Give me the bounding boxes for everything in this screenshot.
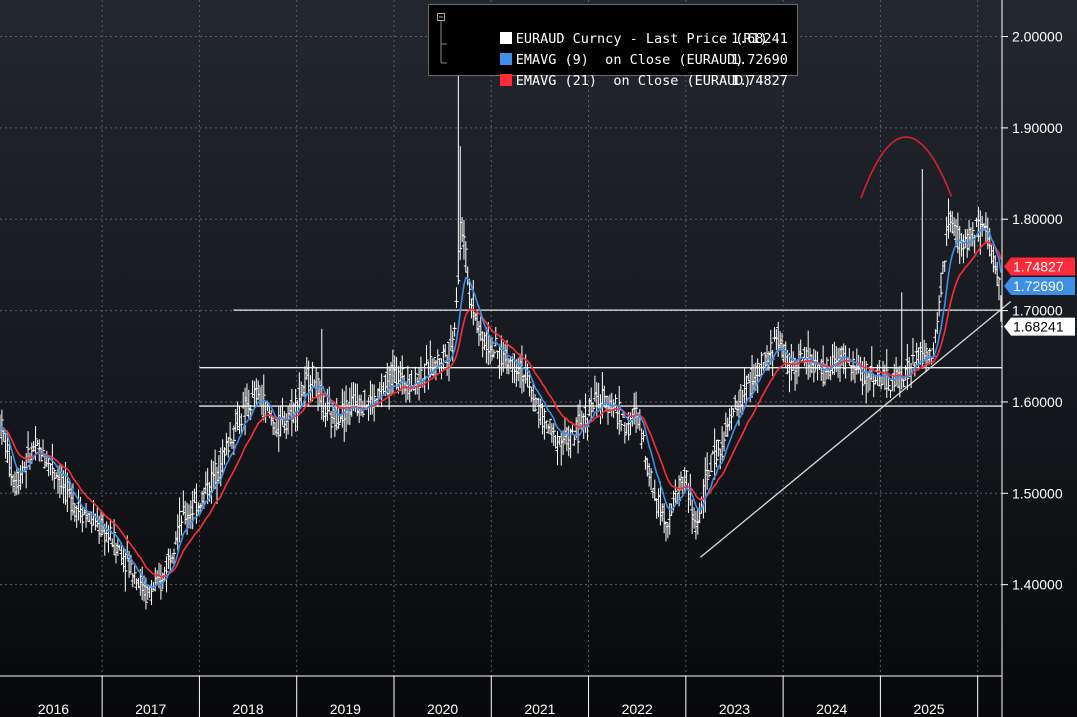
price-tag: 1.68241 (1004, 317, 1075, 336)
legend-label: EMAVG (21) on Close (EURAUD) (515, 73, 752, 89)
price-tag: 1.72690 (1004, 277, 1075, 296)
price-tag-label: 1.68241 (1013, 319, 1064, 335)
year-label: 2022 (622, 701, 653, 717)
legend-item-ema9[interactable]: EMAVG (9) on Close (EURAUD) 1.72690 (451, 30, 788, 68)
year-label: 2024 (816, 701, 847, 717)
legend-item-last-price[interactable]: EURAUD Curncy - Last Price (R1) 1.68241 (451, 9, 788, 47)
y-tick-label: 1.90000 (1012, 120, 1063, 136)
year-label: 2016 (38, 701, 69, 717)
year-label: 2017 (135, 701, 166, 717)
top-arc (860, 136, 953, 199)
y-tick-label: 1.60000 (1012, 394, 1063, 410)
price-axis: 2.00000 1.90000 1.80000 1.70000 1.60000 1.500… (1001, 0, 1063, 717)
price-bars (0, 54, 1003, 610)
time-axis: 2016 2017 2018 2019 2020 2021 2022 2023 2024 2025 (0, 675, 1002, 717)
blue-swatch-icon (499, 53, 512, 65)
year-label: 2018 (232, 701, 263, 717)
legend-item-ema21[interactable]: EMAVG (21) on Close (EURAUD) 1.74827 (451, 51, 788, 89)
y-tick-label: 1.40000 (1012, 577, 1063, 593)
last-price-tags: 1.74827 1.72690 1.68241 (1004, 257, 1075, 336)
trend-line (700, 300, 1012, 558)
ema21-line (0, 241, 1002, 578)
price-tag-label: 1.74827 (1013, 258, 1064, 274)
price-tag: 1.74827 (1004, 257, 1075, 276)
y-tick-label: 2.00000 (1012, 29, 1063, 45)
ema9-line (0, 227, 1002, 589)
y-tick-label: 1.50000 (1012, 485, 1063, 501)
price-tag-label: 1.72690 (1013, 278, 1064, 294)
year-label: 2020 (427, 701, 458, 717)
legend-value: 1.72690 (731, 52, 788, 68)
series-layer (0, 54, 1003, 610)
year-label: 2025 (913, 701, 944, 717)
price-tag-bg (1004, 317, 1075, 336)
year-label: 2021 (524, 701, 555, 717)
price-tag-bg (1004, 277, 1075, 296)
legend-value: 1.68241 (731, 31, 788, 47)
annotations-layer (199, 136, 1012, 558)
red-swatch-icon (499, 74, 512, 86)
y-tick-label: 1.80000 (1012, 211, 1063, 227)
white-swatch-icon (499, 32, 512, 44)
legend-tree-icon[interactable] (437, 13, 447, 69)
y-tick-label: 1.70000 (1012, 303, 1063, 319)
legend-value: 1.74827 (731, 73, 788, 89)
price-tag-bg (1004, 257, 1075, 276)
year-label: 2023 (719, 701, 750, 717)
legend-label: EMAVG (9) on Close (EURAUD) (515, 52, 744, 68)
year-label: 2019 (330, 701, 361, 717)
legend-label: EURAUD Curncy - Last Price (R1) (515, 31, 768, 47)
chart-legend[interactable]: EURAUD Curncy - Last Price (R1) 1.68241 E… (428, 4, 798, 89)
